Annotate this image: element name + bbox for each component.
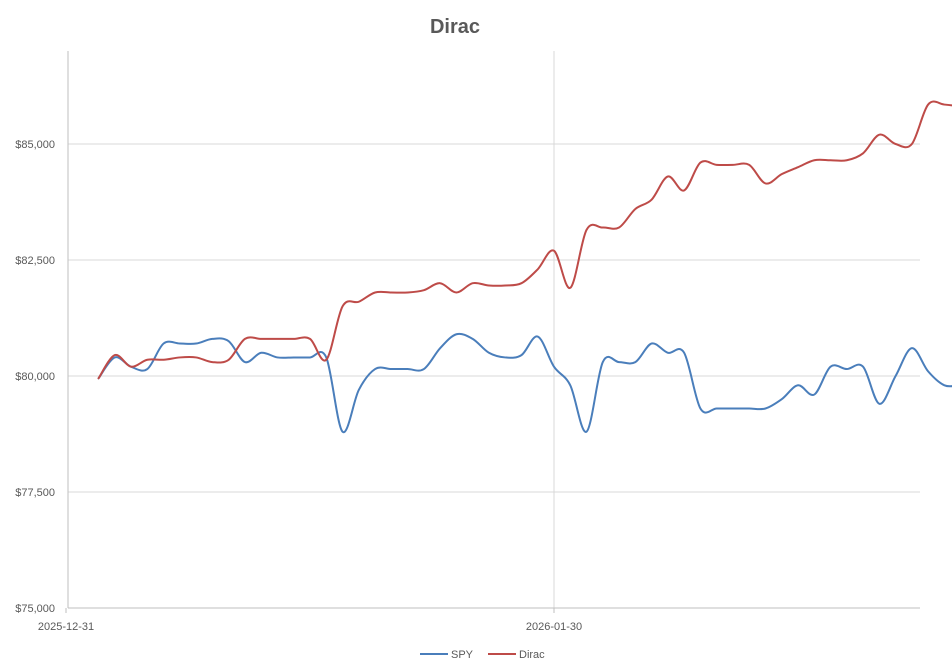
y-tick-label: $85,000: [15, 139, 55, 151]
y-tick-label: $82,500: [15, 255, 55, 267]
y-tick-label: $77,500: [15, 487, 55, 499]
legend-label: Dirac: [519, 649, 545, 661]
legend: SPY Dirac: [420, 649, 545, 661]
chart-title: Dirac: [430, 16, 480, 38]
legend-label: SPY: [451, 649, 474, 661]
x-tick-label: 2026-01-30: [526, 621, 582, 633]
gridlines: [68, 51, 920, 608]
y-tick-label: $80,000: [15, 371, 55, 383]
series-line-spy: [97, 332, 952, 433]
x-tick-label: 2025-12-31: [38, 621, 94, 633]
y-tick-label: $75,000: [15, 603, 55, 615]
axes: $75,000 $77,500 $80,000 $82,500 $85,000 2025-…: [15, 51, 920, 633]
series-line-dirac: [97, 100, 952, 380]
series-lines: [97, 100, 952, 433]
